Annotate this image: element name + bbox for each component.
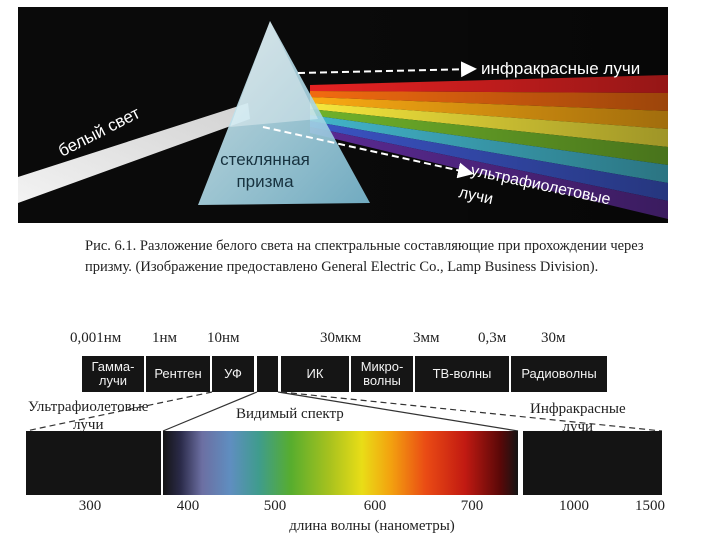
axis-tick: 500 (263, 498, 287, 514)
axis-tick: 700 (460, 498, 484, 514)
band-gamma-line2: лучи (98, 373, 128, 388)
axis-tick: 400 (176, 498, 200, 514)
band-uv: УФ (212, 356, 254, 392)
axis-tick: 1500 (635, 498, 665, 514)
wavelength-mark: 1нм (152, 330, 178, 346)
axis-title: длина волны (нанометры) (289, 518, 455, 534)
em-spectrum-figure: 0,001нм 1нм 10нм 30мкм 3мм 0,3м 30м Гамм… (0, 330, 702, 544)
uv-rays-label-line1: Ультрафиолетовые (28, 399, 149, 415)
band-ir: ИК (281, 356, 349, 392)
uv-rays-label: Ультрафиолетовые лучи (28, 398, 148, 434)
prism-label-line1: стеклянная (220, 150, 310, 169)
infrared-arrow (297, 61, 477, 78)
ir-connector-dashed (280, 391, 663, 432)
band-visible (257, 356, 278, 392)
ultraviolet-arrow (262, 126, 474, 179)
band-gamma: Гамма- лучи (82, 356, 144, 392)
uv-connector-dashed (25, 391, 213, 432)
wavelength-mark: 0,001нм (70, 330, 122, 346)
wavelength-mark: 3мм (413, 330, 440, 346)
axis-tick: 300 (78, 498, 102, 514)
band-gamma-line1: Гамма- (91, 359, 135, 374)
ir-region-block (523, 431, 662, 495)
axis-tick: 600 (363, 498, 387, 514)
figure-caption: Рис. 6.1. Разложение белого света на спе… (85, 238, 644, 275)
wavelength-mark: 0,3м (478, 330, 507, 346)
wavelength-mark: 30м (541, 330, 566, 346)
band-tv: ТВ-волны (415, 356, 509, 392)
ir-rays-label-line1: Инфракрасные (530, 401, 626, 417)
white-light-beam (18, 103, 250, 203)
band-radio: Радиоволны (511, 356, 607, 392)
prism-label-line2: призма (236, 172, 294, 191)
spectrum-connector-lines (25, 391, 663, 432)
band-ir-label: ИК (306, 366, 324, 381)
band-microwave: Микро- волны (351, 356, 413, 392)
band-fade-overlay (318, 7, 668, 223)
axis-tick: 1000 (559, 498, 589, 514)
band-uv-label: УФ (224, 366, 242, 381)
band-xray-label: Рентген (154, 366, 202, 381)
ultraviolet-label-line2: лучи (457, 184, 494, 208)
visible-spectrum-gradient (163, 431, 518, 495)
uv-rays-label-line2: лучи (72, 417, 104, 433)
prism-dispersion-figure: белый свет стеклянная призма инфракрасны… (18, 7, 668, 223)
band-xray: Рентген (146, 356, 210, 392)
band-tv-label: ТВ-волны (432, 366, 492, 381)
infrared-label: инфракрасные лучи (481, 59, 640, 78)
visible-connector-right (277, 391, 519, 432)
wavelength-mark: 10нм (207, 330, 240, 346)
prism-highlight (230, 21, 318, 127)
band-microwave-line1: Микро- (360, 359, 404, 374)
wavelength-mark: 30мкм (320, 330, 362, 346)
glass-prism (198, 21, 370, 205)
band-microwave-line2: волны (363, 373, 401, 388)
band-radio-label: Радиоволны (521, 366, 597, 381)
uv-region-block (26, 431, 161, 495)
visible-connector-left (162, 391, 258, 432)
visible-spectrum-label: Видимый спектр (236, 406, 344, 422)
